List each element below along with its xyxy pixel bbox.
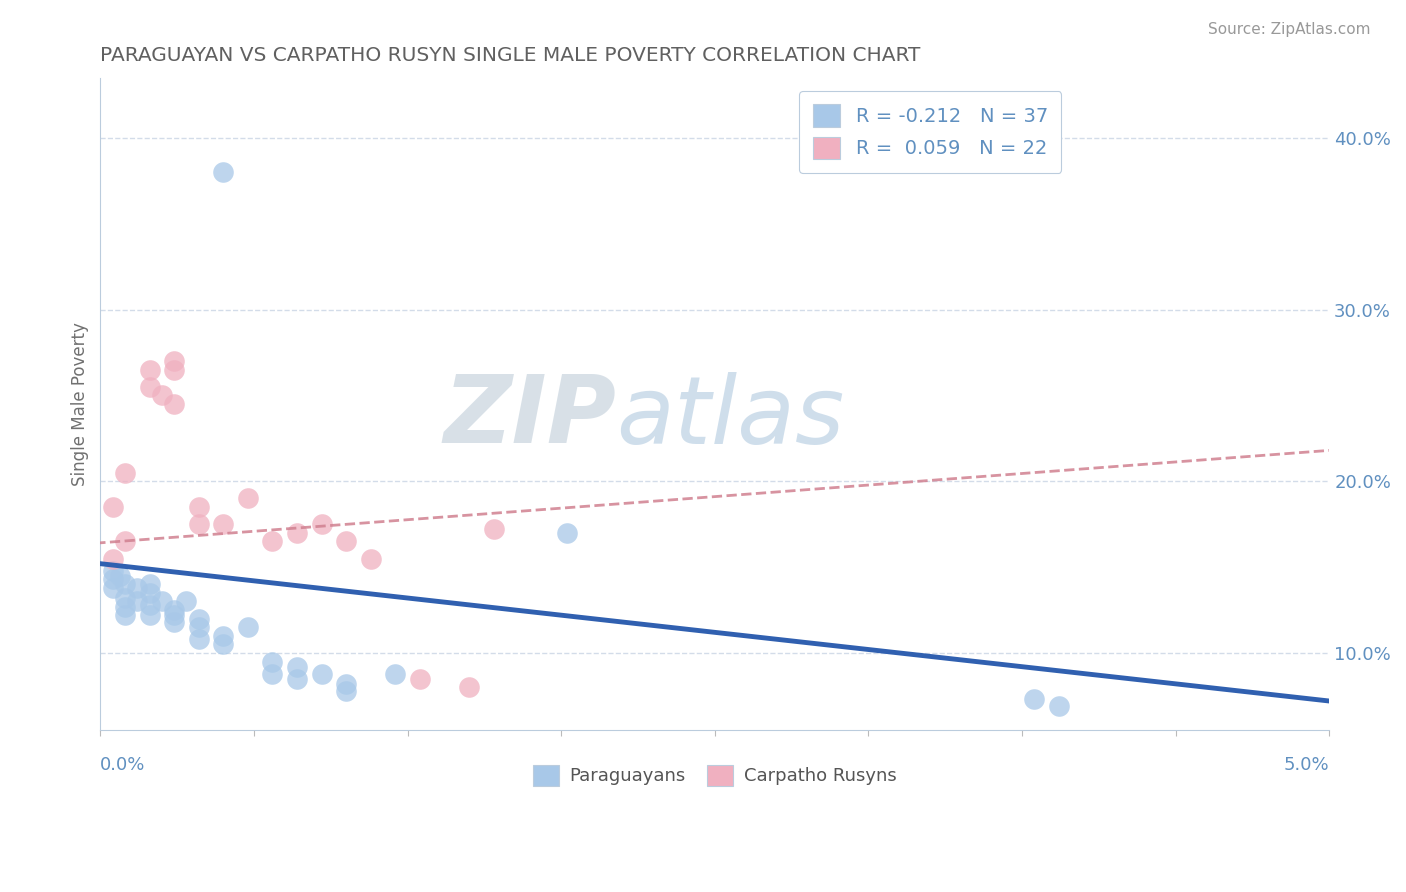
Point bbox=[101, 551, 124, 566]
Point bbox=[212, 165, 235, 179]
Point bbox=[114, 577, 136, 591]
Point bbox=[114, 534, 136, 549]
Point bbox=[212, 629, 235, 643]
Text: 0.0%: 0.0% bbox=[100, 756, 146, 774]
Point bbox=[262, 666, 284, 681]
Point bbox=[236, 620, 259, 634]
Point bbox=[187, 500, 209, 514]
Point bbox=[187, 620, 209, 634]
Point bbox=[114, 591, 136, 605]
Point bbox=[101, 564, 124, 578]
Point bbox=[384, 666, 406, 681]
Point bbox=[311, 517, 333, 532]
Point bbox=[1047, 699, 1070, 714]
Point bbox=[458, 680, 481, 694]
Point bbox=[360, 551, 382, 566]
Point bbox=[138, 577, 160, 591]
Point bbox=[101, 572, 124, 586]
Point bbox=[163, 397, 186, 411]
Point bbox=[138, 598, 160, 612]
Point bbox=[127, 581, 149, 595]
Point bbox=[138, 380, 160, 394]
Text: atlas: atlas bbox=[616, 372, 845, 463]
Point bbox=[114, 608, 136, 623]
Point bbox=[482, 522, 505, 536]
Text: PARAGUAYAN VS CARPATHO RUSYN SINGLE MALE POVERTY CORRELATION CHART: PARAGUAYAN VS CARPATHO RUSYN SINGLE MALE… bbox=[100, 46, 921, 65]
Point bbox=[138, 362, 160, 376]
Point bbox=[150, 594, 173, 608]
Point bbox=[236, 491, 259, 506]
Point bbox=[335, 683, 357, 698]
Point bbox=[409, 672, 432, 686]
Point bbox=[311, 666, 333, 681]
Point bbox=[212, 637, 235, 651]
Point bbox=[163, 354, 186, 368]
Point bbox=[114, 466, 136, 480]
Point bbox=[187, 632, 209, 647]
Point bbox=[138, 608, 160, 623]
Y-axis label: Single Male Poverty: Single Male Poverty bbox=[72, 322, 89, 486]
Text: ZIP: ZIP bbox=[444, 371, 616, 463]
Point bbox=[108, 568, 131, 582]
Point bbox=[101, 500, 124, 514]
Point bbox=[557, 525, 579, 540]
Point bbox=[101, 581, 124, 595]
Point bbox=[127, 594, 149, 608]
Point bbox=[262, 655, 284, 669]
Text: Source: ZipAtlas.com: Source: ZipAtlas.com bbox=[1208, 22, 1371, 37]
Point bbox=[187, 612, 209, 626]
Point bbox=[262, 534, 284, 549]
Point bbox=[163, 615, 186, 629]
Point bbox=[1024, 692, 1046, 706]
Point bbox=[150, 388, 173, 402]
Point bbox=[114, 599, 136, 614]
Point bbox=[138, 586, 160, 600]
Point bbox=[163, 603, 186, 617]
Point bbox=[176, 594, 198, 608]
Point bbox=[212, 517, 235, 532]
Point bbox=[187, 517, 209, 532]
Point bbox=[163, 608, 186, 623]
Point bbox=[285, 525, 308, 540]
Point bbox=[285, 659, 308, 673]
Point bbox=[335, 677, 357, 691]
Legend: Paraguayans, Carpatho Rusyns: Paraguayans, Carpatho Rusyns bbox=[526, 757, 904, 793]
Point bbox=[335, 534, 357, 549]
Point bbox=[163, 362, 186, 376]
Text: 5.0%: 5.0% bbox=[1284, 756, 1329, 774]
Point bbox=[285, 672, 308, 686]
